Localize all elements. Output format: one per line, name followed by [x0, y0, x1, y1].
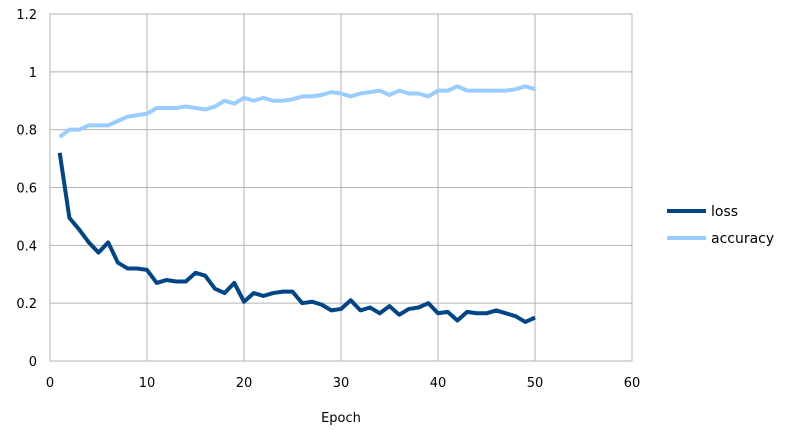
- y-tick-label: 1.2: [16, 8, 37, 23]
- x-tick-label: 60: [624, 376, 641, 391]
- y-tick-label: 0.2: [16, 297, 37, 312]
- x-tick-label: 40: [430, 376, 447, 391]
- x-tick-label: 50: [527, 376, 544, 391]
- x-tick-label: 30: [333, 376, 350, 391]
- y-tick-label: 0.6: [16, 182, 37, 197]
- legend: loss accuracy: [667, 204, 774, 247]
- series-line-loss: [57, 152, 536, 324]
- y-tick-label: 0.4: [16, 239, 37, 254]
- series-layer: [57, 84, 536, 324]
- y-axis-tick-labels: 0 0.2 0.4 0.6 0.8 1 1.2: [16, 8, 37, 370]
- plot-area-border: [49, 13, 633, 362]
- legend-label-loss: loss: [711, 204, 738, 220]
- x-tick-label: 20: [236, 376, 253, 391]
- series-line-accuracy: [58, 84, 536, 139]
- x-tick-label: 10: [139, 376, 156, 391]
- y-tick-label: 0: [29, 355, 37, 370]
- y-tick-label: 1: [29, 66, 37, 81]
- legend-label-accuracy: accuracy: [711, 231, 774, 247]
- x-tick-label: 0: [46, 376, 54, 391]
- x-axis-title: Epoch: [321, 411, 361, 426]
- y-tick-label: 0.8: [16, 124, 37, 139]
- x-axis-tick-labels: 0 10 20 30 40 50 60: [46, 376, 640, 391]
